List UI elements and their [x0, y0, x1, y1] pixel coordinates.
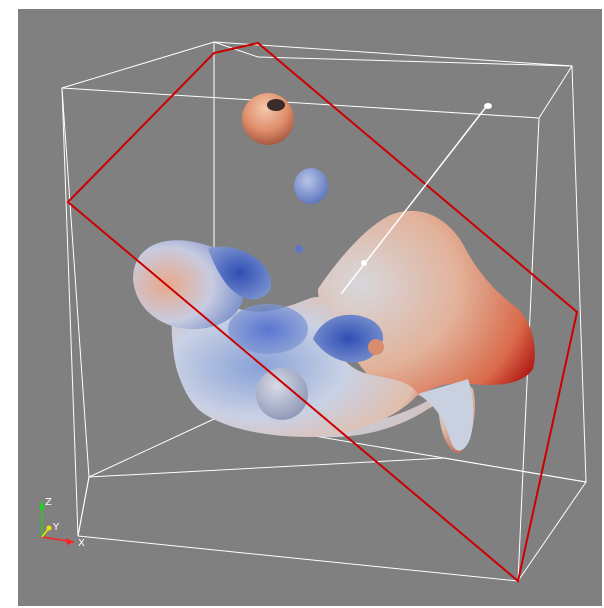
slice-plane[interactable] — [66, 41, 579, 583]
3d-scene[interactable]: Z Y X — [18, 9, 602, 606]
bounding-box-front — [77, 56, 573, 537]
render-viewport[interactable]: Z Y X — [18, 9, 602, 606]
x-axis-label: X — [78, 538, 85, 549]
y-axis-label: Y — [52, 522, 60, 533]
orientation-axes: Z Y X — [39, 497, 85, 549]
isosurface — [133, 93, 535, 454]
z-axis-label: Z — [45, 497, 52, 508]
plane-normal-widget[interactable] — [340, 103, 492, 295]
